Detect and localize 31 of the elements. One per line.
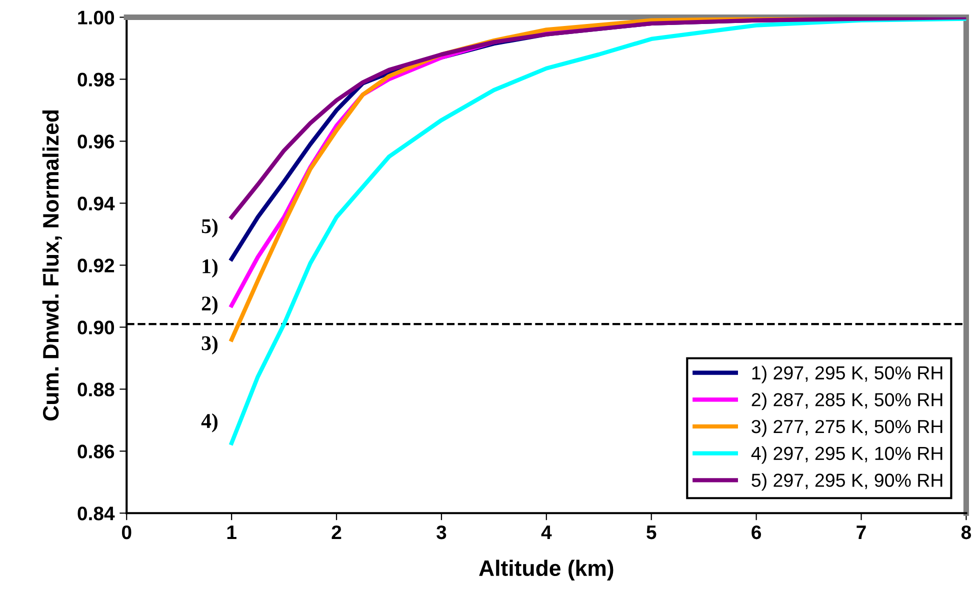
y-tick-label: 0.88	[78, 382, 114, 396]
x-tick-label: 7	[856, 526, 866, 540]
y-tick-label: 0.92	[78, 258, 114, 272]
annotation: 2)	[202, 296, 218, 315]
legend-label: 5) 297, 295 K, 90% RH	[752, 473, 942, 491]
y-tick-label: 0.86	[78, 444, 114, 458]
y-tick-label: 0.94	[78, 196, 115, 210]
y-tick-label: 0.84	[78, 506, 115, 520]
x-tick-label: 0	[122, 525, 132, 540]
y-axis-title: Cum. Dnwd. Flux, Normalized	[42, 110, 62, 420]
x-tick-label: 8	[961, 525, 972, 540]
x-axis-title: Altitude (km)	[479, 560, 614, 580]
legend-label: 3) 277, 275 K, 50% RH	[752, 419, 942, 437]
x-tick-label: 6	[752, 525, 762, 540]
x-tick-label: 3	[436, 525, 446, 540]
y-tick-label: 0.96	[78, 134, 114, 148]
annotation: 1)	[202, 258, 218, 278]
legend-label: 2) 287, 285 K, 50% RH	[752, 392, 942, 410]
annotation: 3)	[202, 336, 218, 354]
y-tick-label: 0.90	[78, 320, 114, 334]
legend-label: 4) 297, 295 K, 10% RH	[751, 446, 942, 464]
line-series	[229, 17, 966, 220]
x-tick-label: 4	[541, 526, 552, 540]
x-tick-label: 2	[332, 525, 342, 540]
x-tick-label: 5	[646, 526, 656, 540]
y-tick-label: 1.00	[78, 10, 114, 24]
y-tick-label: 0.98	[78, 72, 114, 86]
annotation: 5)	[202, 218, 218, 238]
legend-label: 1) 297, 295 K, 50% RH	[752, 366, 942, 384]
x-tick-label: 1	[227, 526, 236, 540]
annotation: 4)	[201, 413, 218, 432]
